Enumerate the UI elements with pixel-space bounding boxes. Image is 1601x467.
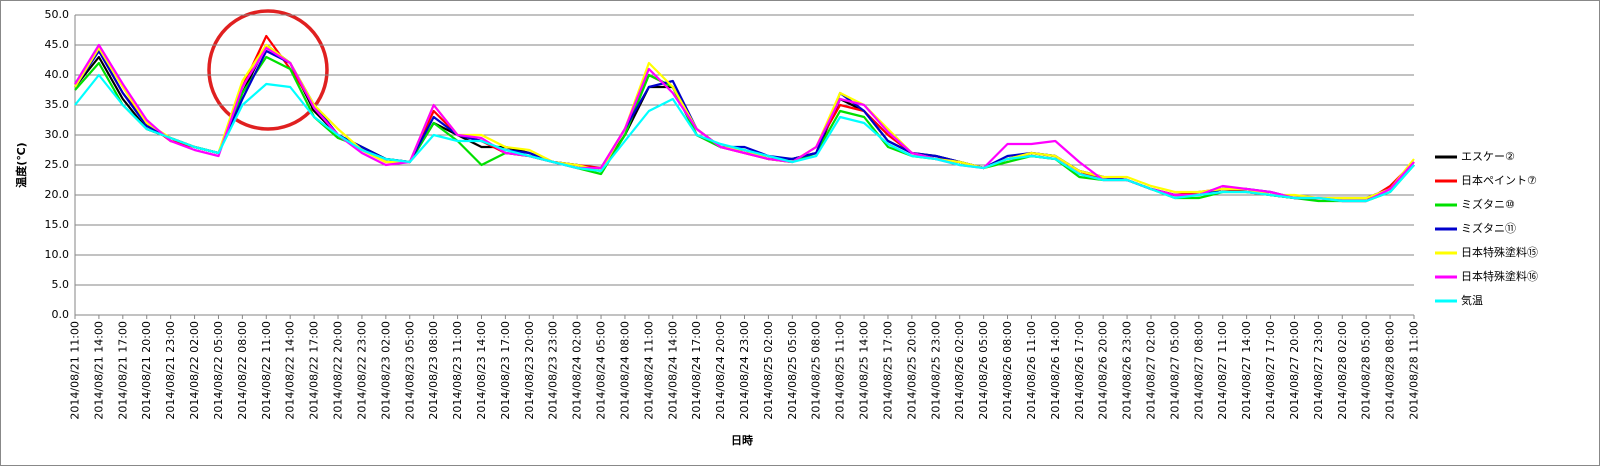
y-tick-label: 10.0 [45,248,70,261]
y-tick-label: 0.0 [52,308,70,321]
x-tick-label: 2014/08/27 17:00 [1264,321,1277,420]
x-tick-label: 2014/08/22 05:00 [212,321,225,420]
x-tick-label: 2014/08/27 20:00 [1288,321,1301,420]
x-tick-label: 2014/08/26 17:00 [1073,321,1086,420]
x-tick-label: 2014/08/22 17:00 [308,321,321,420]
x-tick-label: 2014/08/27 08:00 [1192,321,1205,420]
x-tick-label: 2014/08/23 02:00 [379,321,392,420]
x-tick-label: 2014/08/25 20:00 [905,321,918,420]
x-tick-label: 2014/08/24 05:00 [595,321,608,420]
y-tick-label: 5.0 [52,278,70,291]
y-tick-label: 30.0 [45,128,70,141]
x-tick-label: 2014/08/26 23:00 [1121,321,1134,420]
x-tick-label: 2014/08/24 14:00 [666,321,679,420]
x-tick-label: 2014/08/23 20:00 [523,321,536,420]
legend-label: 日本特殊塗料⑯ [1461,269,1538,283]
x-tick-label: 2014/08/24 11:00 [642,321,655,420]
x-tick-label: 2014/08/21 23:00 [164,321,177,420]
x-tick-label: 2014/08/26 20:00 [1097,321,1110,420]
y-tick-label: 15.0 [45,218,70,231]
x-tick-label: 2014/08/27 02:00 [1144,321,1157,420]
x-tick-label: 2014/08/27 05:00 [1168,321,1181,420]
y-tick-label: 25.0 [45,158,70,171]
x-tick-label: 2014/08/22 20:00 [332,321,345,420]
y-axis-title: 温度(℃) [14,142,28,187]
x-tick-label: 2014/08/28 11:00 [1408,321,1421,420]
x-tick-label: 2014/08/25 02:00 [762,321,775,420]
x-tick-label: 2014/08/26 02:00 [953,321,966,420]
y-tick-label: 40.0 [45,68,70,81]
x-tick-label: 2014/08/23 11:00 [451,321,464,420]
x-tick-label: 2014/08/25 08:00 [810,321,823,420]
x-tick-label: 2014/08/22 02:00 [188,321,201,420]
x-tick-label: 2014/08/27 14:00 [1240,321,1253,420]
x-tick-label: 2014/08/21 17:00 [116,321,129,420]
x-tick-label: 2014/08/28 05:00 [1360,321,1373,420]
x-tick-label: 2014/08/23 23:00 [547,321,560,420]
x-tick-label: 2014/08/24 20:00 [714,321,727,420]
x-tick-label: 2014/08/24 02:00 [571,321,584,420]
x-tick-label: 2014/08/25 17:00 [881,321,894,420]
legend-label: ミズタニ⑩ [1461,197,1515,211]
y-tick-label: 20.0 [45,188,70,201]
x-tick-label: 2014/08/26 05:00 [977,321,990,420]
y-tick-label: 45.0 [45,38,70,51]
x-tick-label: 2014/08/23 14:00 [475,321,488,420]
x-tick-label: 2014/08/27 23:00 [1312,321,1325,420]
legend-label: 気温 [1461,293,1483,307]
x-tick-label: 2014/08/23 05:00 [403,321,416,420]
y-tick-label: 50.0 [45,8,70,21]
x-tick-label: 2014/08/26 14:00 [1049,321,1062,420]
x-tick-label: 2014/08/25 05:00 [786,321,799,420]
x-tick-label: 2014/08/28 08:00 [1384,321,1397,420]
x-tick-label: 2014/08/23 08:00 [427,321,440,420]
legend-label: エスケー② [1461,150,1515,163]
x-tick-label: 2014/08/23 17:00 [499,321,512,420]
x-tick-label: 2014/08/26 11:00 [1025,321,1038,420]
x-tick-label: 2014/08/28 02:00 [1336,321,1349,420]
x-tick-label: 2014/08/21 14:00 [92,321,105,420]
legend-label: 日本特殊塗料⑮ [1461,245,1538,259]
x-tick-label: 2014/08/26 08:00 [1001,321,1014,420]
x-tick-label: 2014/08/25 14:00 [858,321,871,420]
legend-label: 日本ペイント⑦ [1461,173,1537,187]
x-tick-label: 2014/08/24 23:00 [738,321,751,420]
x-tick-label: 2014/08/22 14:00 [284,321,297,420]
x-tick-label: 2014/08/22 08:00 [236,321,249,420]
highlight-circle [207,9,329,131]
series-line [74,73,1415,203]
x-tick-label: 2014/08/24 08:00 [618,321,631,420]
x-tick-label: 2014/08/22 23:00 [355,321,368,420]
x-tick-label: 2014/08/21 20:00 [140,321,153,420]
y-tick-label: 35.0 [45,98,70,111]
x-tick-label: 2014/08/21 11:00 [69,321,82,420]
x-tick-label: 2014/08/22 11:00 [260,321,273,420]
x-axis-title: 日時 [731,433,753,447]
x-tick-label: 2014/08/24 17:00 [690,321,703,420]
x-tick-label: 2014/08/25 11:00 [834,321,847,420]
x-tick-label: 2014/08/27 11:00 [1216,321,1229,420]
legend-label: ミズタニ⑪ [1461,221,1516,235]
x-tick-label: 2014/08/25 23:00 [929,321,942,420]
